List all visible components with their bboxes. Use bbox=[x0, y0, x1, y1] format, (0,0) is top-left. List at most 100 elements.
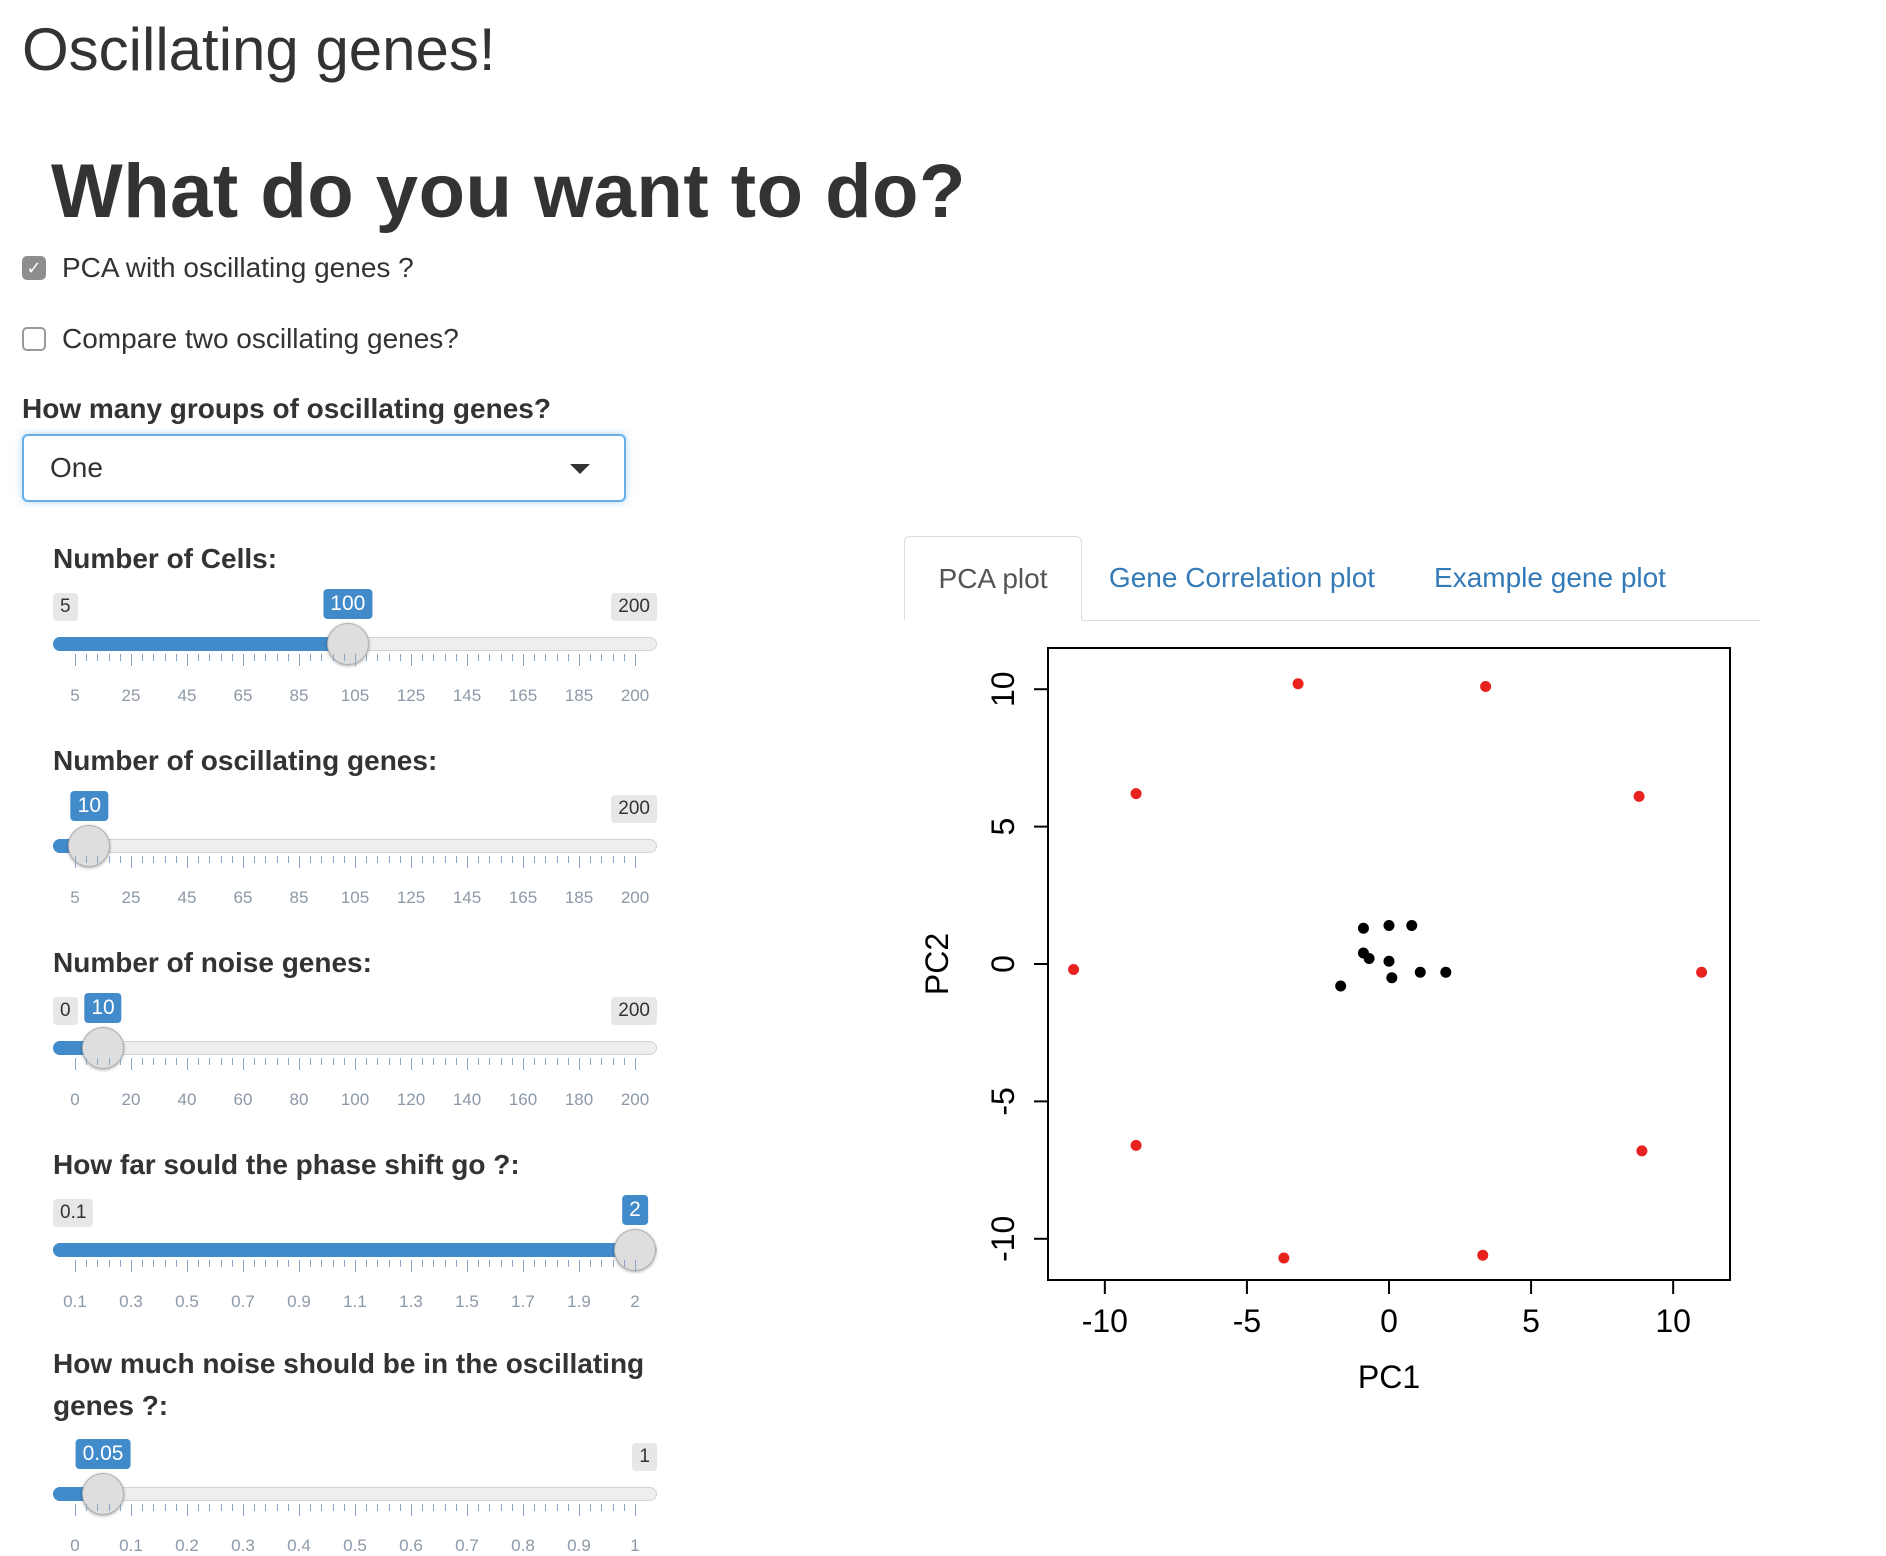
slider-tick bbox=[579, 654, 580, 666]
slider-tick bbox=[556, 856, 558, 863]
slider-tick bbox=[467, 1260, 468, 1272]
slider-tick bbox=[209, 1504, 211, 1511]
slider-tick bbox=[590, 856, 592, 863]
data-point bbox=[1357, 922, 1369, 934]
slider-tick bbox=[198, 654, 200, 661]
slider-tick bbox=[265, 856, 267, 863]
slider-tick bbox=[231, 856, 233, 863]
slider-tick bbox=[444, 1058, 446, 1065]
cells-handle[interactable] bbox=[326, 623, 369, 665]
slider-tick-label: 0.5 bbox=[343, 1536, 367, 1555]
slider-tick bbox=[444, 1260, 446, 1267]
slider-tick-label: 200 bbox=[620, 1090, 650, 1109]
slider-tick bbox=[153, 856, 155, 863]
slider-tick bbox=[567, 1504, 569, 1511]
slider-tick bbox=[523, 1260, 524, 1272]
osc-track[interactable] bbox=[53, 839, 657, 853]
slider-tick bbox=[388, 856, 390, 863]
slider-tick bbox=[590, 1260, 592, 1267]
slider-tick bbox=[511, 1058, 513, 1065]
slider-tick-label: 145 bbox=[452, 686, 482, 705]
data-point bbox=[1406, 920, 1418, 932]
slider-tick bbox=[108, 856, 110, 863]
slider-tick-label: 200 bbox=[620, 686, 650, 705]
slider-tick bbox=[444, 856, 446, 863]
slider-tick bbox=[321, 1058, 323, 1065]
cells-min-label: 5 bbox=[53, 593, 78, 621]
slider-tick bbox=[422, 1504, 424, 1511]
tab-example-gene-plot[interactable]: Example gene plot bbox=[1434, 562, 1666, 593]
slider-tick bbox=[455, 856, 457, 863]
data-point bbox=[1386, 972, 1398, 984]
slider-tick bbox=[534, 1260, 536, 1267]
slider-tick bbox=[590, 1504, 592, 1511]
slider-tick bbox=[332, 1058, 334, 1065]
noise-track[interactable] bbox=[53, 1041, 657, 1055]
osc-noise-handle[interactable] bbox=[82, 1473, 124, 1515]
phase-ticks: 0.1 0.3 0.5 0.7 0.9 1.1 1.3 1.5 1.7 1.9 2 bbox=[53, 1260, 657, 1311]
slider-tick bbox=[567, 1260, 569, 1267]
slider-tick-label: 0.2 bbox=[175, 1536, 199, 1555]
slider-tick bbox=[131, 1504, 132, 1516]
noise-handle[interactable] bbox=[82, 1027, 124, 1069]
slider-tick-label: 40 bbox=[177, 1090, 197, 1109]
y-tick-label: 0 bbox=[985, 955, 1021, 973]
slider-tick bbox=[142, 1058, 144, 1065]
slider-tick bbox=[623, 856, 625, 863]
slider-tick bbox=[220, 1058, 222, 1065]
slider-tick bbox=[276, 856, 278, 863]
slider-tick bbox=[142, 856, 144, 863]
groups-select[interactable]: One bbox=[22, 434, 626, 502]
slider-tick bbox=[534, 856, 536, 863]
data-point bbox=[1363, 953, 1375, 965]
slider-tick bbox=[500, 1504, 502, 1511]
slider-tick bbox=[467, 654, 468, 666]
slider-tick bbox=[254, 654, 256, 661]
tab-gene-correlation-plot[interactable]: Gene Correlation plot bbox=[1108, 562, 1376, 593]
slider-tick bbox=[153, 1504, 155, 1511]
compare-option[interactable]: Compare two oscillating genes? bbox=[22, 323, 459, 355]
slider-tick bbox=[377, 1504, 379, 1511]
slider-tick-label: 45 bbox=[177, 888, 197, 907]
slider-tick bbox=[556, 1504, 558, 1511]
slider-tick bbox=[635, 1504, 636, 1516]
compare-checkbox[interactable] bbox=[22, 327, 46, 351]
slider-tick bbox=[299, 1260, 300, 1272]
slider-tick-label: 0.1 bbox=[119, 1536, 143, 1555]
compare-option-label: Compare two oscillating genes? bbox=[62, 323, 459, 354]
slider-tick bbox=[411, 856, 412, 868]
slider-tick bbox=[209, 856, 211, 863]
pca-checkbox[interactable]: ✓ bbox=[22, 256, 46, 280]
slider-tick bbox=[209, 1260, 211, 1267]
osc-noise-track[interactable] bbox=[53, 1487, 657, 1501]
slider-tick bbox=[231, 1260, 233, 1267]
data-point bbox=[1383, 920, 1395, 932]
slider-tick bbox=[399, 654, 401, 661]
slider-tick bbox=[489, 1058, 491, 1065]
cells-fill bbox=[53, 637, 348, 651]
tab-pca-plot[interactable]: PCA plot bbox=[904, 536, 1082, 621]
plot-tabs: PCA plot Gene Correlation plot Example g… bbox=[904, 536, 1760, 621]
slider-tick bbox=[467, 1058, 468, 1070]
slider-tick bbox=[220, 654, 222, 661]
slider-tick bbox=[343, 1504, 345, 1511]
slider-tick-label: 0.5 bbox=[175, 1292, 199, 1311]
slider-tick-label: 0.9 bbox=[287, 1292, 311, 1311]
x-tick-label: 0 bbox=[1380, 1303, 1398, 1339]
slider-tick bbox=[411, 654, 412, 666]
cells-value-label: 100 bbox=[323, 589, 373, 619]
chevron-down-icon bbox=[570, 464, 590, 474]
slider-tick bbox=[75, 1504, 76, 1516]
osc-noise-ticks: 0 0.1 0.2 0.3 0.4 0.5 0.6 0.7 0.8 0.9 1 bbox=[53, 1504, 657, 1555]
slider-tick bbox=[108, 654, 110, 661]
slider-tick bbox=[321, 1260, 323, 1267]
slider-tick-label: 160 bbox=[508, 1090, 538, 1109]
slider-tick bbox=[187, 1058, 188, 1070]
slider-tick bbox=[422, 856, 424, 863]
pca-option[interactable]: ✓ PCA with oscillating genes ? bbox=[22, 252, 414, 284]
slider-tick-label: 200 bbox=[620, 888, 650, 907]
slider-tick bbox=[556, 1260, 558, 1267]
slider-tick-label: 0.3 bbox=[231, 1536, 255, 1555]
slider-tick bbox=[377, 1260, 379, 1267]
slider-tick bbox=[478, 856, 480, 863]
